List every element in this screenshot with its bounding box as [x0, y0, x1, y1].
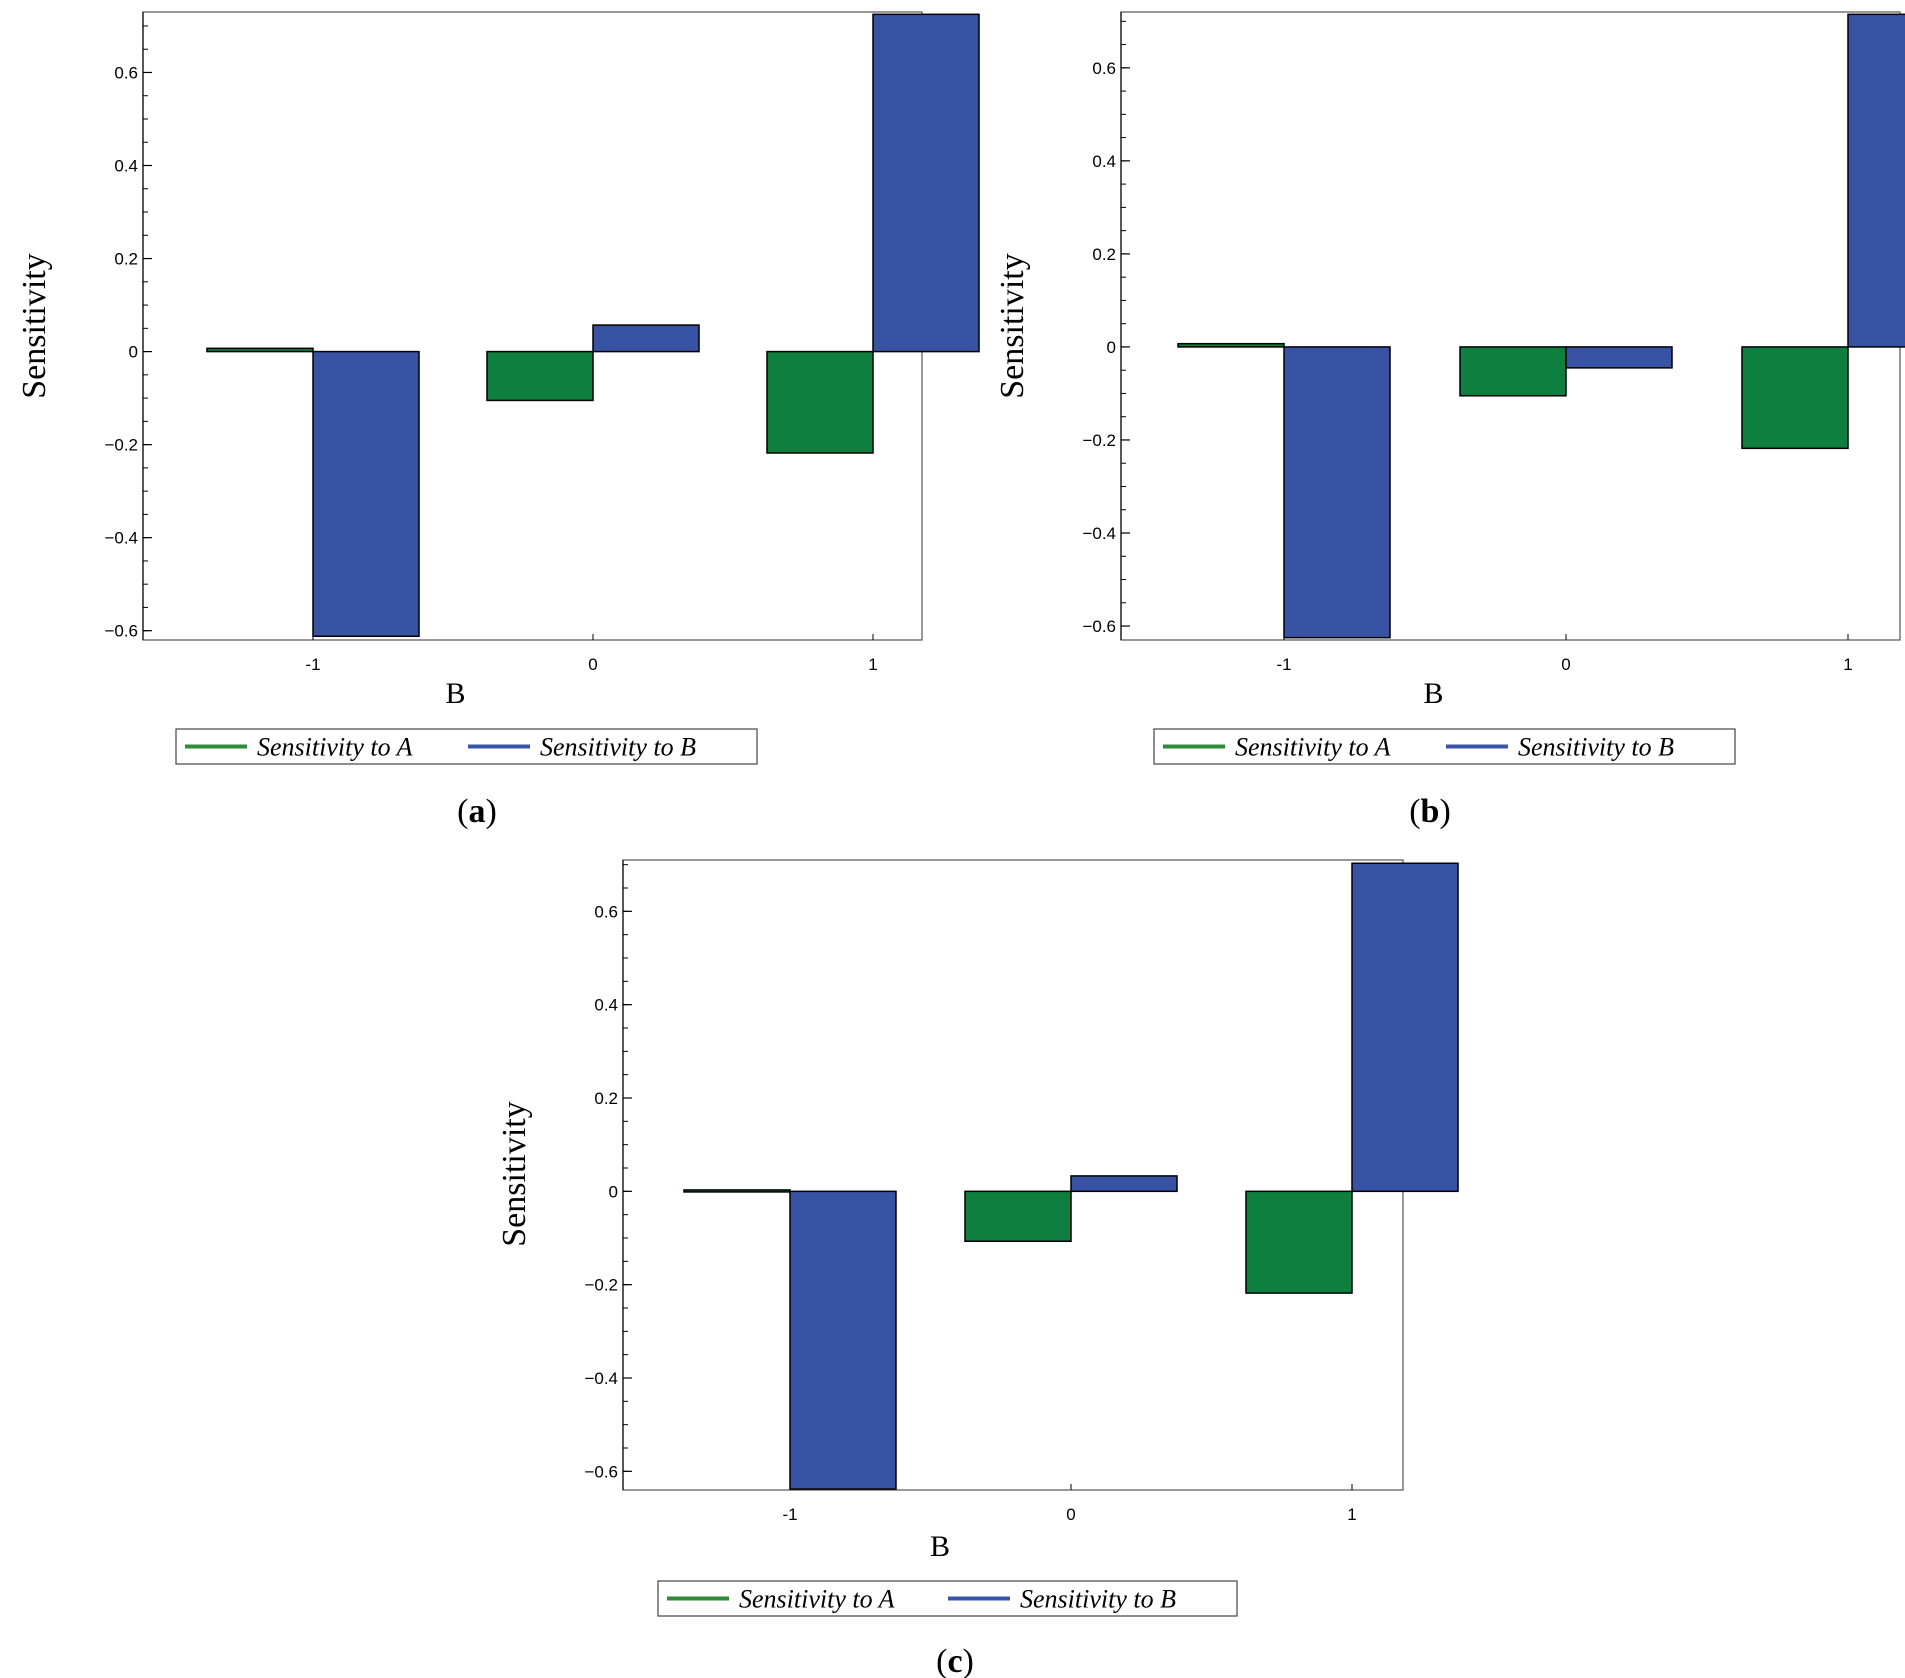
y-tick-label: −0.6 — [104, 622, 138, 641]
bar-sensitivity-to-b-0 — [592, 324, 700, 353]
chart-panel-c: −0.6 −0.4 −0.2 0 0.2 0.4 0.6 -1 0 1 Sensitivity B Se… — [496, 859, 1459, 1678]
x-tick-label: 0 — [588, 655, 597, 674]
y-tick-label: 0 — [609, 1182, 618, 1201]
y-axis-title: Sensitivity — [496, 1101, 533, 1246]
bar-sensitivity-to-b-1 — [1847, 13, 1905, 348]
caption-letter: b — [1421, 793, 1440, 830]
x-tick-label: 1 — [1843, 655, 1852, 674]
bar-sensitivity-to-a-1 — [1741, 346, 1849, 450]
caption-paren: ( — [457, 793, 468, 830]
chart-panel-a: −0.6 −0.4 −0.2 0 0.2 0.4 0.6 -1 0 1 Sensitivity B Se… — [16, 11, 980, 830]
y-tick-label: 0.6 — [114, 63, 138, 82]
bar-sensitivity-to-a-1 — [766, 350, 874, 454]
x-tick-label: 1 — [1347, 1505, 1356, 1524]
y-tick-label: 0.4 — [114, 157, 138, 176]
y-tick-label: 0.2 — [114, 250, 138, 269]
bar-sensitivity-to-b--1 — [1283, 346, 1391, 639]
x-tick-label: -1 — [305, 655, 320, 674]
plot-frame — [1120, 11, 1901, 641]
y-tick-label: −0.2 — [1082, 431, 1116, 450]
legend: Sensitivity to A Sensitivity to B — [657, 1580, 1238, 1617]
bar-sensitivity-to-b-0 — [1565, 346, 1673, 369]
plot-frame — [622, 859, 1404, 1491]
x-axis-title: B — [930, 1530, 950, 1563]
x-axis-title: B — [445, 677, 465, 710]
bar-sensitivity-to-a-0 — [1459, 346, 1567, 397]
legend-label: Sensitivity to A — [739, 1585, 895, 1614]
x-tick-label: -1 — [1276, 655, 1291, 674]
caption-letter: c — [947, 1643, 962, 1678]
bar-sensitivity-to-b-1 — [1351, 862, 1459, 1193]
y-tick-label: 0.2 — [1092, 245, 1116, 264]
y-tick-label: −0.6 — [584, 1462, 618, 1481]
bar-sensitivity-to-a--1 — [683, 1189, 791, 1193]
caption-letter: a — [469, 793, 486, 830]
legend: Sensitivity to A Sensitivity to B — [175, 728, 758, 765]
y-tick-label: −0.2 — [104, 436, 138, 455]
x-tick-label: -1 — [782, 1505, 797, 1524]
legend-label: Sensitivity to B — [540, 733, 696, 762]
y-tick-label: −0.2 — [584, 1276, 618, 1295]
y-axis-title: Sensitivity — [16, 253, 53, 398]
plot-frame — [142, 11, 923, 641]
x-tick-label: 0 — [1561, 655, 1570, 674]
y-tick-label: −0.4 — [584, 1369, 618, 1388]
legend-box — [175, 728, 758, 765]
legend-label: Sensitivity to A — [257, 733, 413, 762]
panel-caption: (c) — [936, 1643, 974, 1678]
panel-caption: (a) — [457, 793, 497, 830]
bar-sensitivity-to-b-0 — [1070, 1175, 1178, 1193]
caption-paren: ) — [1439, 793, 1450, 830]
bar-sensitivity-to-a-0 — [486, 350, 594, 402]
bar-sensitivity-to-b--1 — [312, 350, 420, 638]
bar-sensitivity-to-b-1 — [872, 13, 980, 353]
y-axis-title: Sensitivity — [994, 253, 1031, 398]
y-tick-label: −0.6 — [1082, 617, 1116, 636]
legend-label: Sensitivity to A — [1235, 733, 1391, 762]
y-tick-label: 0.6 — [594, 902, 618, 921]
bar-sensitivity-to-b--1 — [789, 1190, 897, 1490]
legend-label: Sensitivity to B — [1518, 733, 1674, 762]
y-tick-label: 0.4 — [1092, 152, 1116, 171]
bar-sensitivity-to-a-1 — [1245, 1190, 1353, 1294]
panel-caption: (b) — [1409, 793, 1451, 830]
x-tick-label: 1 — [868, 655, 877, 674]
chart-panel-b: −0.6 −0.4 −0.2 0 0.2 0.4 0.6 -1 0 1 Sensitivity B Se… — [994, 11, 1905, 830]
caption-paren: ( — [936, 1643, 947, 1678]
y-tick-label: 0 — [129, 343, 138, 362]
y-tick-label: −0.4 — [104, 529, 138, 548]
y-tick-label: 0.2 — [594, 1089, 618, 1108]
legend-box — [1153, 728, 1736, 765]
y-tick-label: 0 — [1107, 338, 1116, 357]
caption-paren: ( — [1409, 793, 1420, 830]
legend-label: Sensitivity to B — [1020, 1585, 1176, 1614]
legend-box — [657, 1580, 1238, 1617]
bar-sensitivity-to-a--1 — [1177, 342, 1285, 348]
y-tick-label: 0.4 — [594, 996, 618, 1015]
legend: Sensitivity to A Sensitivity to B — [1153, 728, 1736, 765]
x-tick-label: 0 — [1066, 1505, 1075, 1524]
x-axis-title: B — [1423, 677, 1443, 710]
bar-sensitivity-to-a--1 — [206, 347, 314, 353]
caption-paren: ) — [486, 793, 497, 830]
caption-paren: ) — [963, 1643, 974, 1678]
y-tick-label: 0.6 — [1092, 59, 1116, 78]
bar-sensitivity-to-a-0 — [964, 1190, 1072, 1243]
y-tick-label: −0.4 — [1082, 524, 1116, 543]
